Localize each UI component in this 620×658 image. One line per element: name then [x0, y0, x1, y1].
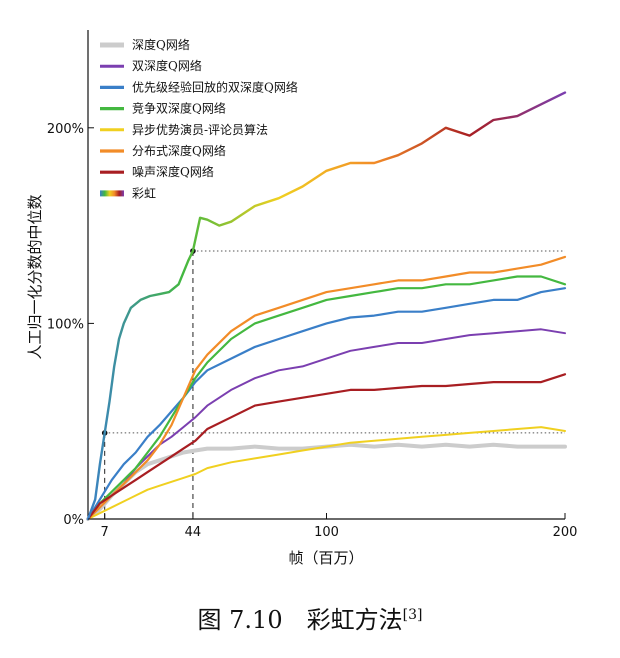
x-tick-label: 100 [314, 525, 339, 540]
y-tick-label: 0% [63, 513, 84, 528]
tick-labels: 0% 100% 200% 7 44 100 200 [47, 122, 578, 540]
series-line-6 [86, 373, 567, 521]
series-line-5 [86, 255, 567, 521]
legend-label: 优先级经验回放的双深度Q网络 [132, 79, 298, 94]
series-line-4 [87, 426, 566, 520]
series-group [86, 91, 567, 521]
legend-label: 异步优势演员-评论员算法 [132, 122, 268, 137]
y-tick-label: 200% [47, 122, 84, 137]
legend-label: 双深度Q网络 [132, 58, 202, 73]
y-axis-title: 人工归一化分数的中位数 [26, 194, 44, 359]
legend-label: 噪声深度Q网络 [132, 164, 214, 179]
legend-swatch [100, 190, 124, 197]
legend: 深度Q网络双深度Q网络优先级经验回放的双深度Q网络竞争双深度Q网络异步优势演员-… [100, 37, 298, 200]
x-tick-label: 44 [185, 525, 202, 540]
legend-label: 分布式深度Q网络 [132, 143, 226, 158]
figure-caption-text: 图 7.10 彩虹方法 [197, 606, 403, 634]
legend-label: 深度Q网络 [132, 37, 190, 52]
series-line-0 [86, 442, 567, 521]
x-axis-title: 帧（百万） [288, 549, 363, 567]
figure-caption-ref: [3] [402, 607, 423, 623]
figure-caption: 图 7.10 彩虹方法[3] [0, 600, 620, 635]
chart: 0% 100% 200% 7 44 100 200 深度Q网络双深度Q网络优先级经验回放的双… [26, 30, 578, 567]
legend-label: 彩虹 [132, 186, 156, 200]
x-tick-label: 200 [553, 525, 578, 540]
y-tick-label: 100% [47, 317, 84, 332]
x-tick-label: 7 [101, 525, 109, 540]
legend-label: 竞争双深度Q网络 [132, 101, 226, 116]
series-line-3 [86, 275, 567, 521]
series-line-2 [86, 287, 567, 521]
series-line-7 [86, 91, 567, 521]
